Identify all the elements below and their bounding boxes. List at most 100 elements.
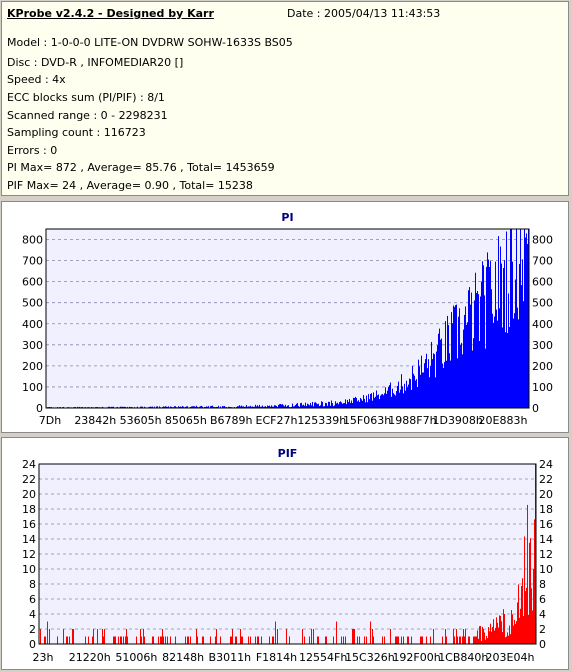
- pi-bar: [288, 405, 289, 408]
- pif-bar: [442, 636, 443, 644]
- pif-bar: [309, 636, 310, 644]
- pif-bar: [197, 636, 198, 644]
- pi-bar: [439, 328, 440, 408]
- pi-bar: [461, 342, 462, 408]
- pif-bar: [497, 622, 498, 644]
- pi-bar: [367, 402, 368, 408]
- pi-bar: [352, 403, 353, 408]
- pif-xtick: 1CB840h: [438, 651, 488, 664]
- pif-bar: [484, 632, 485, 644]
- pif-bar: [511, 610, 512, 644]
- pi-xtick: 20E883h: [479, 414, 528, 427]
- pif-bar: [232, 629, 233, 644]
- pi-bar: [507, 332, 508, 408]
- pi-bar: [376, 390, 377, 408]
- pif-ytick-right: 20: [539, 488, 553, 501]
- pif-bar: [364, 636, 365, 644]
- pi-bar: [180, 406, 181, 408]
- pif-bar: [481, 640, 482, 644]
- pi-bar: [493, 322, 494, 408]
- pi-bar: [379, 399, 380, 408]
- pi-bar: [495, 261, 496, 408]
- pif-bar: [255, 636, 256, 644]
- pi-bar: [224, 405, 225, 408]
- pif-bar: [92, 636, 93, 644]
- pi-bar: [208, 406, 209, 408]
- pi-bar: [350, 402, 351, 408]
- pif-bar: [430, 636, 431, 644]
- pi-bar: [418, 359, 419, 408]
- pif-bar: [188, 636, 189, 644]
- pi-bar: [253, 406, 254, 408]
- pi-bar: [117, 406, 118, 408]
- pif-bar: [248, 636, 249, 644]
- pif-bar: [118, 636, 119, 644]
- pif-bar: [397, 636, 398, 644]
- pif-bar: [366, 636, 367, 644]
- pi-bar: [354, 398, 355, 408]
- pi-bar: [523, 301, 524, 408]
- pif-bar: [509, 625, 510, 644]
- pi-bar: [166, 406, 167, 408]
- pif-bar: [333, 636, 334, 644]
- pi-bar: [338, 404, 339, 408]
- pi-bar: [300, 403, 301, 408]
- pi-bar: [292, 403, 293, 408]
- pif-bar: [530, 538, 531, 644]
- pi-bar: [305, 402, 306, 408]
- pi-bar: [525, 237, 526, 408]
- pi-bar: [280, 404, 281, 408]
- pif-bar: [373, 636, 374, 644]
- pif-bar: [465, 629, 466, 644]
- pi-bar: [340, 401, 341, 408]
- pif-bar: [318, 636, 319, 644]
- pif-bar: [158, 636, 159, 644]
- pif-bar: [508, 635, 509, 644]
- pi-bar: [345, 399, 346, 408]
- pi-bar: [370, 393, 371, 408]
- pif-bar: [123, 636, 124, 644]
- pi-bar: [479, 341, 480, 408]
- pi-bar: [482, 261, 483, 408]
- info-sampling-count: Sampling count : 116723: [7, 126, 146, 139]
- pi-bar: [409, 378, 410, 408]
- pif-bar: [486, 636, 487, 644]
- pif-bar: [354, 629, 355, 644]
- pi-bar: [485, 348, 486, 408]
- pi-bar: [249, 406, 250, 408]
- pif-bar: [514, 619, 515, 644]
- pif-bar: [352, 629, 353, 644]
- pi-ytick-right: 0: [532, 402, 539, 415]
- pi-bar: [240, 406, 241, 408]
- pi-bar: [392, 388, 393, 408]
- pi-bar: [462, 354, 463, 408]
- pi-bar: [326, 403, 327, 408]
- pi-bar: [331, 400, 332, 408]
- pi-bar: [329, 401, 330, 408]
- pif-bar: [403, 636, 404, 644]
- pif-bar: [102, 629, 103, 644]
- pi-ytick-right: 200: [532, 360, 553, 373]
- pif-bar: [236, 636, 237, 644]
- pi-bar: [262, 405, 263, 408]
- pi-bar: [445, 321, 446, 408]
- pi-bar: [346, 404, 347, 408]
- pi-bar: [401, 374, 402, 408]
- pi-bar: [297, 403, 298, 408]
- pi-bar: [284, 406, 285, 408]
- pif-bar: [460, 636, 461, 644]
- pif-bar: [104, 629, 105, 644]
- pi-bar: [500, 246, 501, 408]
- pi-bar: [239, 405, 240, 408]
- pi-bar: [427, 368, 428, 408]
- pi-bar: [236, 406, 237, 408]
- pif-bar: [506, 636, 507, 644]
- pi-bar: [200, 406, 201, 408]
- pi-bar: [390, 382, 391, 408]
- pif-ytick-left: 2: [29, 623, 36, 636]
- pi-bar: [102, 406, 103, 408]
- pif-bar: [161, 636, 162, 644]
- pif-bar: [492, 627, 493, 644]
- pi-bar: [412, 365, 413, 408]
- pi-bar: [449, 353, 450, 408]
